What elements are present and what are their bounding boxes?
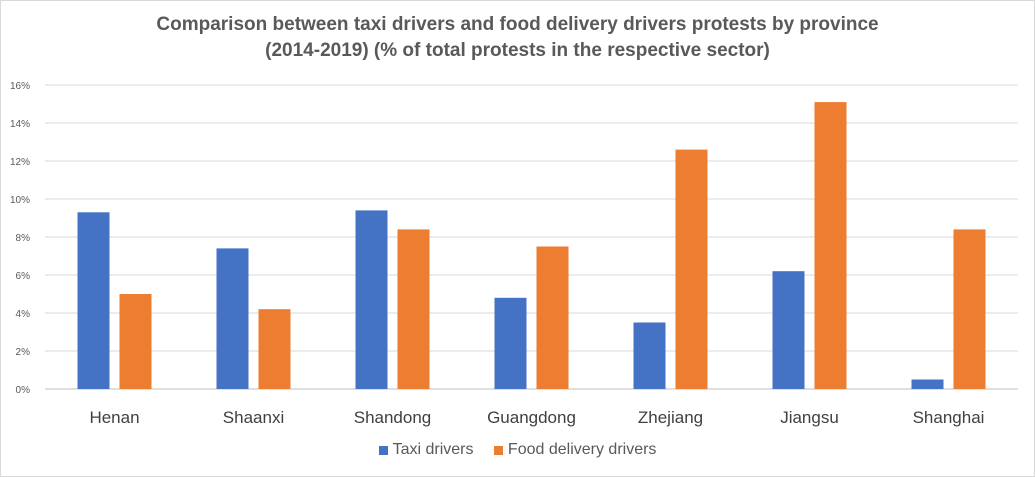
bar-taxi-shaanxi bbox=[216, 248, 249, 389]
x-tick-label: Jiangsu bbox=[780, 408, 839, 427]
bar-food-henan bbox=[119, 294, 152, 389]
legend-swatch-food bbox=[493, 445, 503, 455]
legend-item-food: Food delivery drivers bbox=[493, 441, 657, 459]
x-tick-label: Henan bbox=[89, 408, 139, 427]
y-tick-label: 6% bbox=[16, 271, 31, 282]
bar-taxi-shandong bbox=[355, 210, 388, 389]
bar-taxi-henan bbox=[77, 212, 110, 389]
y-tick-label: 4% bbox=[16, 309, 31, 320]
bar-food-guangdong bbox=[536, 246, 569, 389]
y-axis-ticks: 0% 2% 4% 6% 8% 10% 12% 14% 16% bbox=[10, 81, 30, 396]
x-tick-label: Guangdong bbox=[487, 408, 576, 427]
legend-item-taxi: Taxi drivers bbox=[378, 441, 474, 459]
x-tick-label: Zhejiang bbox=[638, 408, 703, 427]
bar-food-jiangsu bbox=[814, 102, 847, 389]
legend-label-food: Food delivery drivers bbox=[507, 441, 657, 458]
bar-taxi-zhejiang bbox=[633, 322, 666, 389]
y-tick-label: 10% bbox=[10, 195, 30, 206]
x-axis-ticks: Henan Shaanxi Shandong Guangdong Zhejiang Jia… bbox=[89, 408, 984, 427]
bar-food-shandong bbox=[397, 229, 430, 389]
bar-food-zhejiang bbox=[675, 149, 708, 389]
bar-taxi-jiangsu bbox=[772, 271, 805, 389]
x-tick-label: Shanghai bbox=[913, 408, 985, 427]
legend-swatch-taxi bbox=[378, 445, 388, 455]
bar-taxi-guangdong bbox=[494, 297, 527, 389]
chart-title: Comparison between taxi drivers and food… bbox=[0, 12, 1035, 64]
x-tick-label: Shandong bbox=[354, 408, 432, 427]
y-tick-label: 0% bbox=[16, 385, 31, 396]
bars bbox=[77, 102, 986, 389]
bar-food-shaanxi bbox=[258, 309, 291, 389]
chart-title-line-2: (2014-2019) (% of total protests in the … bbox=[265, 40, 770, 61]
bar-taxi-shanghai bbox=[911, 379, 944, 389]
gridlines bbox=[45, 84, 1018, 390]
chart-title-line-1: Comparison between taxi drivers and food… bbox=[156, 14, 879, 35]
y-tick-label: 8% bbox=[16, 233, 31, 244]
bar-food-shanghai bbox=[953, 229, 986, 389]
y-tick-label: 16% bbox=[10, 81, 30, 92]
x-tick-label: Shaanxi bbox=[223, 408, 284, 427]
y-tick-label: 12% bbox=[10, 157, 30, 168]
y-tick-label: 2% bbox=[16, 347, 31, 358]
legend: Taxi drivers Food delivery drivers bbox=[0, 441, 1035, 460]
legend-label-taxi: Taxi drivers bbox=[392, 441, 474, 458]
y-tick-label: 14% bbox=[10, 119, 30, 130]
